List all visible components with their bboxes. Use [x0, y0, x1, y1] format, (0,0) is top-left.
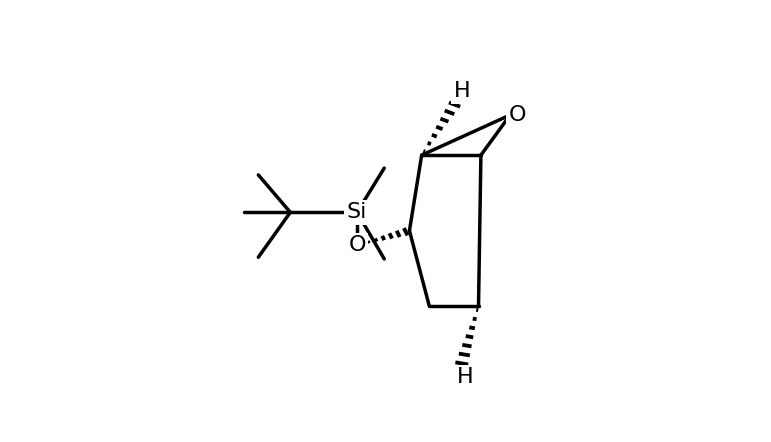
Text: H: H: [457, 367, 473, 387]
Text: Si: Si: [347, 202, 367, 222]
Text: O: O: [348, 235, 365, 255]
Text: O: O: [509, 105, 527, 125]
Text: H: H: [453, 81, 470, 101]
